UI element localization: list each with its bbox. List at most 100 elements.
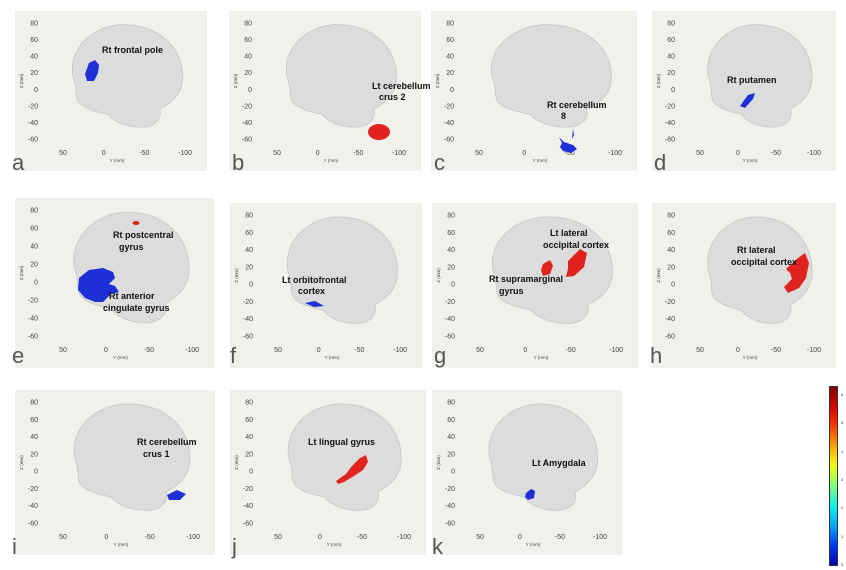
panel-letter: f [230,343,237,368]
z-tick-label: -40 [28,503,38,510]
region-label: Rt cerebellum [547,100,607,110]
y-tick-label: 50 [273,150,281,157]
y-tick-label: -50 [771,150,781,157]
panel-h: 80 60 40 20 0 -20 -40 -60 Z (mm) 50 0 -50 -100 Y (mm)… [652,203,836,368]
z-tick-label: 60 [244,37,252,44]
region-label: occipital cortex [731,257,797,267]
panel-j: 80 60 40 20 0 -20 -40 -60 Z (mm) 50 0 -50 -100 Y (mm)… [230,390,426,555]
panel-c-plot: 80 60 40 20 0 -20 -40 -60 Z (mm) 50 0 -50 -100 Y (mm)… [435,21,622,164]
colorbar [829,386,838,566]
brain-silhouette [707,24,813,128]
y-tick-label: 50 [476,534,484,541]
z-tick-label: -20 [445,299,455,306]
z-tick-label: 0 [451,282,455,289]
z-axis-title: Z (mm) [19,265,24,280]
y-tick-label: -100 [186,534,200,541]
panel-letter: b [232,150,245,175]
z-tick-label: 80 [447,400,455,407]
region-label: gyrus [499,286,524,296]
z-tick-label: -40 [444,120,454,127]
y-tick-label: -100 [178,150,192,157]
y-tick-label: 50 [696,347,704,354]
panel-k: 80 60 40 20 0 -20 -40 -60 Z (mm) 50 0 -50 -100 Y (mm)… [432,390,622,555]
panel-a-plot: 80 60 40 20 0 -20 -40 -60 Z (mm) 50 0 -50 -100 Y (mm)… [19,21,192,164]
red-activation-cluster [368,124,390,140]
colorbar-tick-label: 0 [841,562,844,567]
red-activation-cluster [132,221,140,225]
blue-activation-cluster [525,489,535,500]
panel-letter: g [434,343,447,368]
panel-i: 80 60 40 20 0 -20 -40 -60 Z (mm) 50 0 -50 -100 Y (mm)… [15,390,215,555]
colorbar-tick-label: 4 [841,448,844,454]
y-tick-label: -50 [353,150,363,157]
panel-j-plot: 80 60 40 20 0 -20 -40 -60 Z (mm) 50 0 -50 -100 Y (mm)… [234,400,411,548]
panel-b-plot: 80 60 40 20 0 -20 -40 -60 Z (mm) 50 0 -50 -100 Y (mm)… [233,21,431,164]
panel-letter: d [654,150,667,175]
z-tick-label: 80 [30,208,38,215]
z-tick-label: 40 [447,434,455,441]
z-tick-label: 0 [451,469,455,476]
z-tick-label: -20 [444,103,454,110]
region-label: cingulate gyrus [103,303,170,313]
z-tick-label: 60 [30,226,38,233]
z-tick-label: 20 [30,70,38,77]
z-tick-label: 60 [447,417,455,424]
y-tick-label: -100 [807,150,821,157]
z-tick-label: -40 [665,316,675,323]
z-tick-label: 40 [244,54,252,61]
y-tick-label: 50 [59,347,67,354]
blue-activation-cluster [559,137,577,153]
brain-silhouette [73,403,191,511]
z-tick-label: 40 [30,54,38,61]
y-tick-label: -100 [393,347,407,354]
z-tick-label: 20 [245,264,253,271]
z-tick-label: 80 [30,400,38,407]
region-label: crus 1 [143,449,170,459]
z-tick-label: 80 [245,213,253,220]
y-tick-label: 50 [59,150,67,157]
y-tick-label: -50 [145,534,155,541]
region-label: occipital cortex [543,240,609,250]
z-tick-label: 80 [245,400,253,407]
z-tick-label: 40 [667,247,675,254]
z-axis-title: Z (mm) [435,73,440,88]
panel-e-plot: 80 60 40 20 0 -20 -40 -60 Z (mm) 50 0 -50 -100 Y (mm)… [19,208,199,361]
z-tick-label: -20 [242,103,252,110]
panel-letter: c [434,150,445,175]
z-tick-label: 60 [667,37,675,44]
panel-k-plot: 80 60 40 20 0 -20 -40 -60 Z (mm) 50 0 -50 -100 Y (mm)… [436,400,607,548]
y-tick-label: 50 [476,347,484,354]
y-axis-title: Y (mm) [113,355,128,360]
y-tick-label: -100 [593,534,607,541]
z-tick-label: -60 [28,334,38,341]
z-tick-label: 40 [30,244,38,251]
z-tick-label: -40 [242,120,252,127]
blue-activation-cluster [85,60,99,81]
z-tick-label: 0 [249,469,253,476]
y-tick-label: 0 [736,347,740,354]
z-axis-title: Z (mm) [656,268,661,283]
z-tick-label: 40 [245,434,253,441]
z-tick-label: 40 [245,247,253,254]
y-tick-label: 0 [736,150,740,157]
y-tick-label: -50 [566,347,576,354]
z-tick-label: -60 [28,137,38,144]
z-tick-label: 0 [671,87,675,94]
z-tick-label: 0 [249,282,253,289]
z-tick-label: 40 [667,54,675,61]
z-tick-label: 20 [244,70,252,77]
z-tick-label: 60 [447,230,455,237]
region-label: Lt lingual gyrus [308,437,375,447]
region-label: crus 2 [379,92,406,102]
y-tick-label: 0 [522,150,526,157]
z-tick-label: 0 [34,280,38,287]
z-tick-label: 40 [30,434,38,441]
z-tick-label: -40 [445,503,455,510]
panel-letter: h [650,343,663,368]
y-axis-title: Y (mm) [324,158,339,163]
z-axis-title: Z (mm) [234,455,239,470]
region-label: Lt Amygdala [532,458,587,468]
red-activation-cluster [541,260,553,276]
region-label: Rt putamen [727,75,777,85]
z-tick-label: -60 [445,521,455,528]
